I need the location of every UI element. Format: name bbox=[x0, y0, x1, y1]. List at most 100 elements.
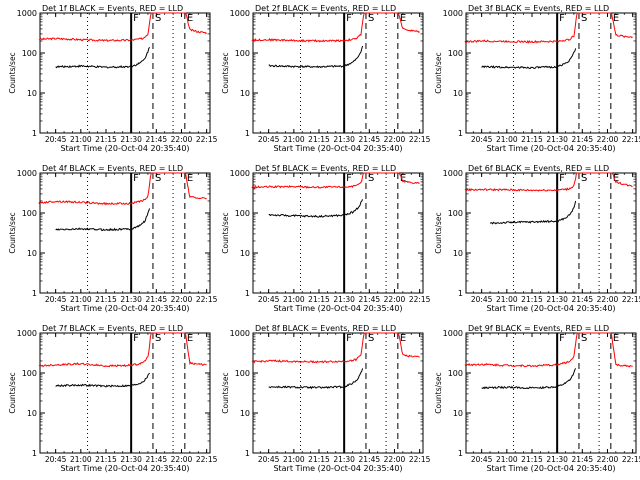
x-tick-label: 22:00 bbox=[171, 135, 193, 144]
y-tick-label: 1000 bbox=[17, 329, 37, 338]
y-tick-label: 1000 bbox=[230, 169, 250, 178]
y-tick-label: 1000 bbox=[443, 329, 463, 338]
y-tick-label: 10 bbox=[27, 409, 37, 418]
marker-label: S bbox=[368, 173, 374, 184]
x-tick-label: 21:45 bbox=[359, 295, 381, 304]
x-tick-label: 21:00 bbox=[70, 295, 92, 304]
marker-label: E bbox=[187, 173, 193, 184]
marker-label: S bbox=[155, 333, 161, 344]
x-tick-label: 21:00 bbox=[283, 455, 305, 464]
y-tick-label: 10 bbox=[240, 409, 250, 418]
plot-frame bbox=[39, 172, 211, 294]
plot-frame bbox=[39, 12, 211, 134]
y-tick-label: 1000 bbox=[230, 9, 250, 18]
panel-2: Det 2f BLACK = Events, RED = LLD 1 10 100 10… bbox=[221, 4, 431, 153]
marker-label: F bbox=[559, 333, 565, 344]
y-axis-label: Counts/sec bbox=[8, 212, 17, 253]
plot-frame bbox=[252, 172, 424, 294]
x-tick-label: 20:45 bbox=[45, 295, 67, 304]
x-tick-label: 21:45 bbox=[146, 455, 168, 464]
x-tick-label: 21:30 bbox=[546, 135, 568, 144]
x-axis-label: Start Time (20-Oct-04 20:35:40) bbox=[273, 144, 402, 153]
x-tick-label: 20:45 bbox=[258, 135, 280, 144]
x-tick-label: 22:15 bbox=[196, 135, 218, 144]
panel-title: Det 5f BLACK = Events, RED = LLD bbox=[255, 164, 396, 173]
y-tick-label: 1 bbox=[245, 289, 250, 298]
y-tick-label: 100 bbox=[448, 369, 463, 378]
series-lld-line bbox=[464, 332, 633, 368]
marker-label: S bbox=[581, 333, 587, 344]
panel-3: Det 3f BLACK = Events, RED = LLD 1 10 100 10… bbox=[434, 4, 640, 153]
y-tick-label: 1000 bbox=[17, 169, 37, 178]
marker-label: S bbox=[581, 13, 587, 24]
marker-label: F bbox=[133, 13, 139, 24]
x-axis-label: Start Time (20-Oct-04 20:35:40) bbox=[273, 464, 402, 473]
x-tick-label: 21:15 bbox=[308, 295, 330, 304]
series-lld-line bbox=[251, 172, 420, 189]
x-tick-label: 21:15 bbox=[521, 295, 543, 304]
series-lld-line bbox=[38, 332, 207, 368]
y-axis-label: Counts/sec bbox=[221, 212, 230, 253]
panel-title: Det 6f BLACK = Events, RED = LLD bbox=[468, 164, 609, 173]
y-tick-label: 1 bbox=[245, 129, 250, 138]
panel-1: Det 1f BLACK = Events, RED = LLD 1 10 100 10… bbox=[8, 4, 218, 153]
x-tick-label: 20:45 bbox=[45, 135, 67, 144]
x-tick-label: 21:15 bbox=[521, 455, 543, 464]
panel-title: Det 4f BLACK = Events, RED = LLD bbox=[42, 164, 183, 173]
x-tick-label: 21:45 bbox=[146, 135, 168, 144]
panel-9: Det 9f BLACK = Events, RED = LLD 1 10 100 10… bbox=[434, 324, 640, 473]
x-tick-label: 22:15 bbox=[196, 295, 218, 304]
x-tick-label: 21:30 bbox=[333, 455, 355, 464]
marker-label: E bbox=[613, 173, 619, 184]
x-tick-label: 22:00 bbox=[597, 455, 619, 464]
x-tick-label: 21:00 bbox=[283, 135, 305, 144]
x-tick-label: 21:00 bbox=[496, 455, 518, 464]
y-tick-label: 100 bbox=[22, 369, 37, 378]
y-tick-label: 10 bbox=[27, 249, 37, 258]
panel-5: Det 5f BLACK = Events, RED = LLD 1 10 100 10… bbox=[221, 164, 431, 313]
x-tick-label: 21:00 bbox=[496, 295, 518, 304]
x-tick-label: 21:15 bbox=[308, 135, 330, 144]
series-lld-line bbox=[464, 12, 633, 44]
marker-label: E bbox=[613, 333, 619, 344]
series-lld-line bbox=[464, 172, 633, 192]
y-tick-label: 100 bbox=[235, 209, 250, 218]
marker-label: S bbox=[581, 173, 587, 184]
y-tick-label: 1000 bbox=[230, 329, 250, 338]
x-tick-label: 22:00 bbox=[384, 295, 406, 304]
y-axis-label: Counts/sec bbox=[221, 52, 230, 93]
y-tick-label: 10 bbox=[240, 249, 250, 258]
panel-8: Det 8f BLACK = Events, RED = LLD 1 10 100 10… bbox=[221, 324, 431, 473]
x-tick-label: 21:00 bbox=[283, 295, 305, 304]
x-axis-label: Start Time (20-Oct-04 20:35:40) bbox=[60, 304, 189, 313]
marker-label: E bbox=[400, 13, 406, 24]
x-tick-label: 21:00 bbox=[70, 455, 92, 464]
x-axis-label: Start Time (20-Oct-04 20:35:40) bbox=[486, 304, 615, 313]
x-tick-label: 21:15 bbox=[95, 455, 117, 464]
y-tick-label: 100 bbox=[22, 209, 37, 218]
x-tick-label: 22:15 bbox=[622, 455, 640, 464]
marker-label: F bbox=[346, 333, 352, 344]
series-events-line bbox=[489, 200, 577, 225]
y-tick-label: 1000 bbox=[443, 169, 463, 178]
x-axis-label: Start Time (20-Oct-04 20:35:40) bbox=[273, 304, 402, 313]
y-tick-label: 1 bbox=[32, 289, 37, 298]
panel-6: Det 6f BLACK = Events, RED = LLD 1 10 100 10… bbox=[434, 164, 640, 313]
marker-label: E bbox=[613, 13, 619, 24]
x-tick-label: 21:45 bbox=[359, 135, 381, 144]
y-tick-label: 1000 bbox=[443, 9, 463, 18]
x-axis-label: Start Time (20-Oct-04 20:35:40) bbox=[60, 464, 189, 473]
series-events-line bbox=[268, 45, 364, 69]
series-events-line bbox=[55, 208, 151, 232]
y-tick-label: 1 bbox=[32, 129, 37, 138]
series-events-line bbox=[481, 48, 577, 70]
y-tick-label: 100 bbox=[22, 49, 37, 58]
x-tick-label: 22:15 bbox=[196, 455, 218, 464]
x-tick-label: 20:45 bbox=[258, 295, 280, 304]
marker-label: F bbox=[346, 173, 352, 184]
series-lld-line bbox=[38, 172, 207, 206]
x-tick-label: 22:00 bbox=[597, 295, 619, 304]
series-events-line bbox=[481, 368, 577, 390]
x-tick-label: 21:45 bbox=[572, 455, 594, 464]
